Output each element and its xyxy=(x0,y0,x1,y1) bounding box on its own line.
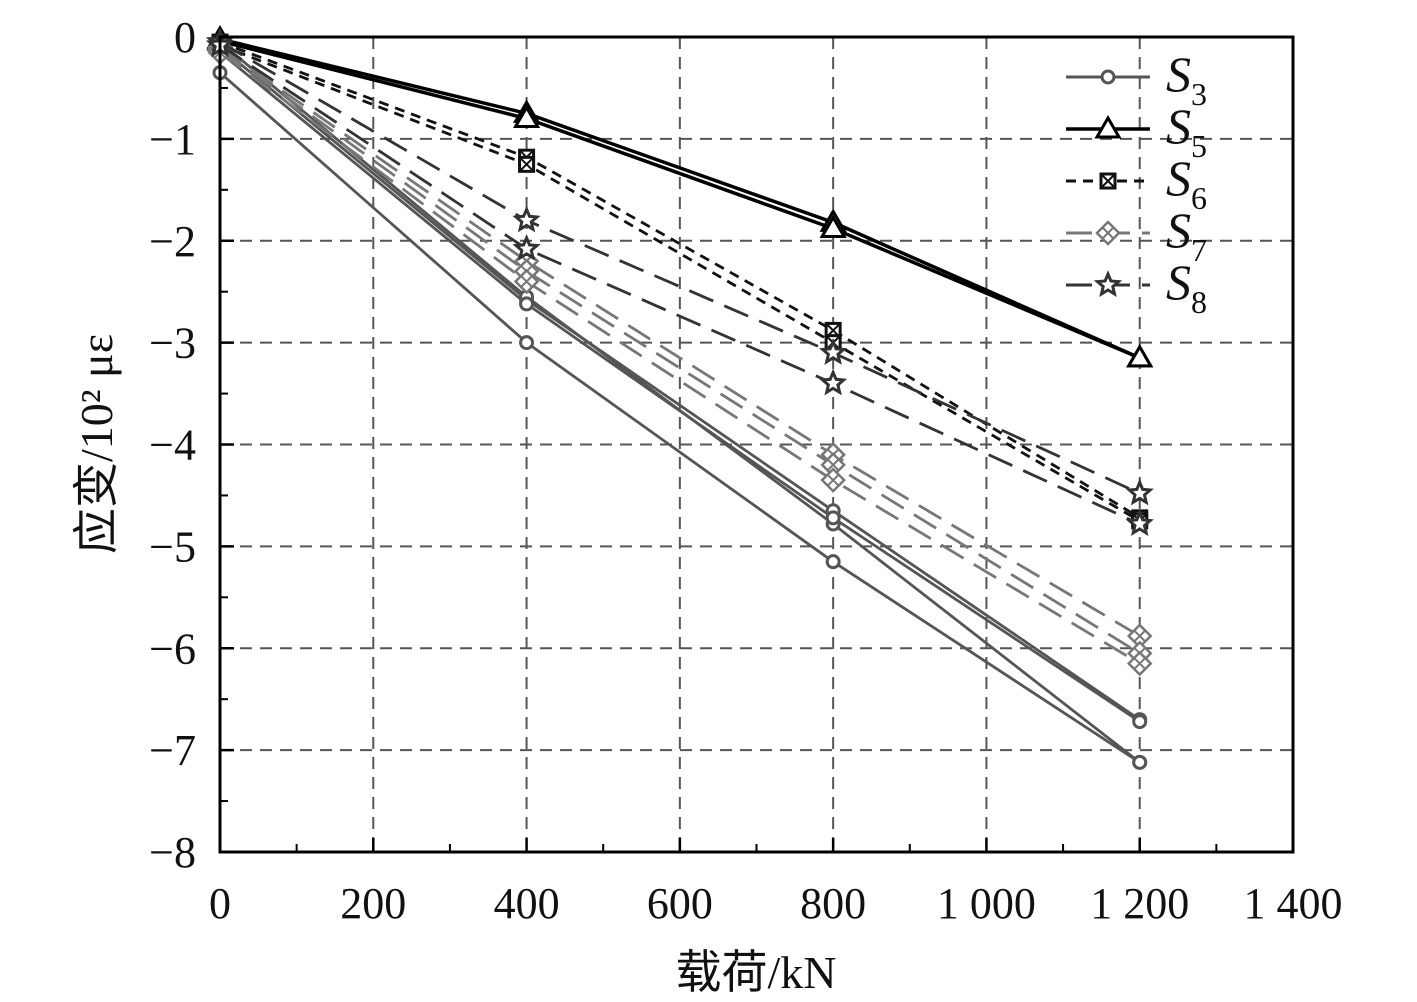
y-tick-label: −4 xyxy=(149,421,196,470)
x-tick-label: 1 000 xyxy=(937,879,1036,928)
series-s8 xyxy=(205,30,1154,537)
legend-item-s3: S3 xyxy=(1066,46,1207,112)
data-point xyxy=(518,155,536,173)
y-tick-label: −6 xyxy=(149,624,196,673)
x-axis-title: 载荷/kN xyxy=(676,947,837,998)
data-point xyxy=(1126,650,1153,677)
data-point xyxy=(825,510,841,526)
axis-ticks xyxy=(218,35,1295,854)
series-line xyxy=(219,46,1141,638)
series-line xyxy=(219,46,1141,721)
y-tick-label: −3 xyxy=(149,319,196,368)
y-axis-title: 应变/10² με xyxy=(71,334,122,554)
legend-marker xyxy=(1095,220,1121,246)
series-line xyxy=(219,51,1141,723)
data-point xyxy=(1125,509,1154,537)
x-tick-label: 600 xyxy=(647,879,713,928)
legend-item-s7: S7 xyxy=(1066,202,1207,268)
series-line xyxy=(219,43,1141,526)
tick-labels: 0 200 400 600 800 1 000 1 200 1 400 0 −1 −2 −3 −4 −5 −… xyxy=(149,13,1342,928)
legend-subscript: 8 xyxy=(1191,284,1207,320)
x-tick-label: 0 xyxy=(209,879,231,928)
data-point xyxy=(1132,714,1148,730)
series-line xyxy=(219,40,1141,495)
y-tick-label: −1 xyxy=(149,115,196,164)
x-tick-label: 800 xyxy=(800,879,866,928)
y-tick-label: −7 xyxy=(149,726,196,775)
y-tick-label: −5 xyxy=(149,522,196,571)
legend-subscript: 3 xyxy=(1191,76,1207,112)
data-point xyxy=(519,335,535,351)
data-point xyxy=(820,467,846,493)
legend-subscript: 7 xyxy=(1191,232,1207,268)
y-tick-label: −2 xyxy=(149,217,196,266)
data-point xyxy=(824,321,842,339)
data-point xyxy=(1126,343,1154,368)
data-point xyxy=(512,205,541,233)
data-point xyxy=(819,337,848,365)
legend-subscript: 5 xyxy=(1191,128,1207,164)
data-point xyxy=(825,554,841,570)
legend-item-s8: S8 xyxy=(1066,254,1207,320)
legend-marker xyxy=(1100,69,1116,85)
series-line xyxy=(219,37,1141,360)
legend-marker xyxy=(1094,115,1122,139)
legend-label: S3 xyxy=(1166,46,1207,112)
x-tick-label: 1 400 xyxy=(1244,879,1343,928)
legend-subscript: 6 xyxy=(1191,180,1207,216)
legend-marker xyxy=(1093,270,1123,298)
legend-marker xyxy=(1099,172,1117,190)
y-tick-label: −8 xyxy=(149,828,196,877)
series-line xyxy=(219,71,1141,764)
data-point xyxy=(512,104,541,128)
y-tick-label: 0 xyxy=(174,13,196,62)
x-tick-label: 1 200 xyxy=(1090,879,1189,928)
series-line xyxy=(219,39,1141,360)
x-tick-label: 400 xyxy=(494,879,560,928)
series-line xyxy=(219,51,1141,665)
data-point xyxy=(819,368,848,396)
series-line xyxy=(219,48,1141,655)
series-layer xyxy=(205,25,1154,770)
data-point xyxy=(1132,754,1148,770)
x-tick-label: 200 xyxy=(340,879,406,928)
data-point xyxy=(1125,478,1154,506)
data-point xyxy=(512,234,541,261)
data-point xyxy=(819,214,847,239)
data-point xyxy=(519,296,535,312)
data-point xyxy=(513,268,540,295)
